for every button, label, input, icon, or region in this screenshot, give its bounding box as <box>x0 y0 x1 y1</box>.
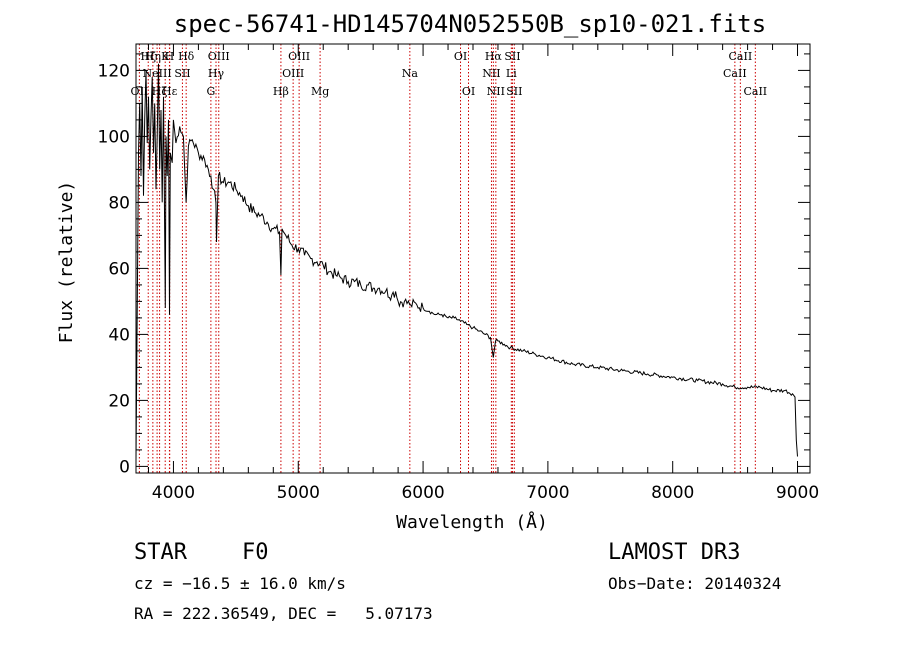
y-tick-label: 0 <box>119 457 130 477</box>
redshift-cz: cz = −16.5 ± 16.0 km/s <box>134 574 346 593</box>
x-axis-label: Wavelength (Å) <box>396 511 548 533</box>
spectral-line-label: SII <box>504 50 520 63</box>
x-tick-label: 4000 <box>152 483 195 503</box>
spectral-line-label: OII <box>131 85 149 98</box>
spectral-line-label: CaII <box>723 67 747 80</box>
spectral-line-label: G <box>206 85 215 98</box>
spectral-line-label: Hβ <box>273 85 289 98</box>
y-tick-label: 40 <box>108 325 130 345</box>
spectral-line-label: Li <box>506 67 517 80</box>
observation-date: Obs−Date: 20140324 <box>608 574 782 593</box>
spectral-line-label: Na <box>402 67 419 80</box>
x-tick-label: 9000 <box>776 483 819 503</box>
y-tick-label: 100 <box>98 127 130 147</box>
object-class: STAR <box>134 540 187 565</box>
y-tick-label: 60 <box>108 259 130 279</box>
spectral-line-label: K <box>161 50 170 63</box>
survey-name: LAMOST DR3 <box>608 540 741 565</box>
spectral-line-label: SII <box>174 67 190 80</box>
y-tick-label: 80 <box>108 193 130 213</box>
spectral-line-label: Hγ <box>208 67 225 80</box>
x-tick-label: 5000 <box>277 483 320 503</box>
spectral-line-label: OIII <box>208 50 230 63</box>
spectral-line-label: OI <box>462 85 475 98</box>
spectral-line-label: CaII <box>743 85 767 98</box>
chart-title: spec-56741-HD145704N052550B_sp10-021.fit… <box>174 10 766 38</box>
spectral-line-label: Hζ <box>140 50 156 63</box>
spectral-line-label: OIII <box>282 67 304 80</box>
y-axis-ticks: 0 20 40 60 80 100 120 <box>98 53 810 477</box>
spectral-line-label: CaII <box>729 50 753 63</box>
y-tick-label: 120 <box>98 61 130 81</box>
spectral-line-label: Hα <box>485 50 503 63</box>
spectral-line-label: H <box>165 50 175 63</box>
spectral-line-label: OI <box>454 50 467 63</box>
x-axis-ticks: 4000 5000 6000 7000 8000 9000 <box>147 44 819 503</box>
spectral-line-label: Hη <box>145 50 161 63</box>
spectral-line-label: Hζ <box>152 85 168 98</box>
plot-frame <box>135 43 811 474</box>
spectral-line-label: Mg <box>311 85 329 98</box>
spectral-line-label: NeIII <box>143 67 172 80</box>
spectral-line-label: NII <box>482 67 500 80</box>
spectral-line-markers <box>138 44 756 473</box>
ra-dec-coordinates: RA = 222.36549, DEC = 5.07173 <box>134 604 433 623</box>
x-tick-label: 8000 <box>651 483 694 503</box>
spectral-line-label: Hε <box>162 85 178 98</box>
spectral-line-label: OIII <box>288 50 310 63</box>
flux-series-line <box>135 63 798 460</box>
object-subclass: F0 <box>242 540 269 565</box>
spectral-line-label: Hδ <box>178 50 195 63</box>
spectral-line-labels: OIIHζHηNeIIIHζKHHεSIIHδGHγOIIIHβOIIIOIII… <box>131 50 768 98</box>
y-axis-label: Flux (relative) <box>56 181 77 344</box>
spectral-line-label: SII <box>506 85 522 98</box>
y-tick-label: 20 <box>108 391 130 411</box>
x-tick-label: 6000 <box>401 483 444 503</box>
spectral-line-label: NII <box>487 85 505 98</box>
x-tick-label: 7000 <box>526 483 569 503</box>
